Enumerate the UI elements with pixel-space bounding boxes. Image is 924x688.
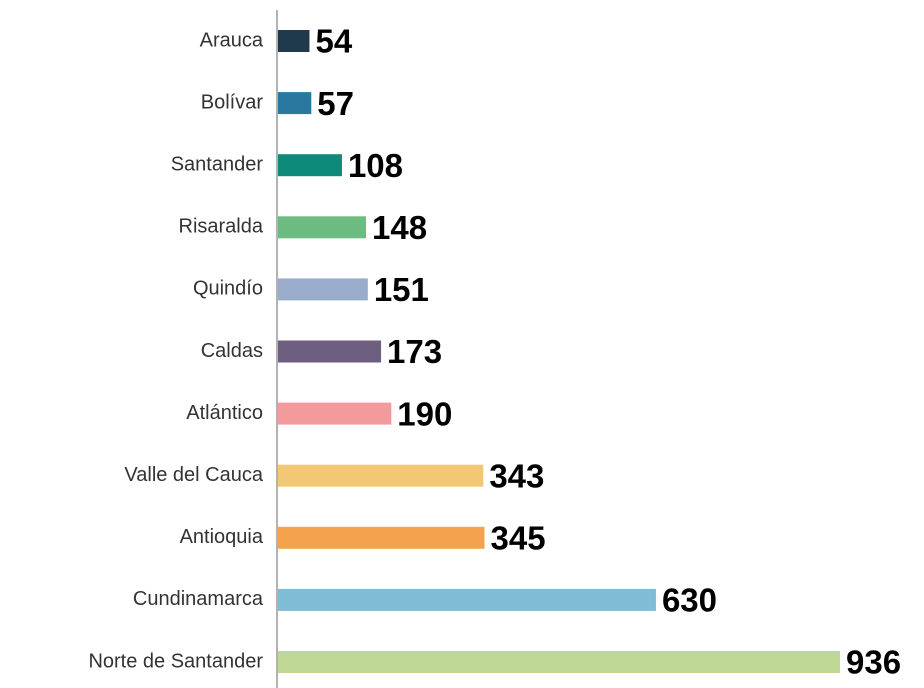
category-label: Quindío	[193, 278, 263, 300]
bar	[278, 651, 840, 673]
category-label: Valle del Cauca	[124, 464, 263, 486]
category-label: Norte de Santander	[88, 650, 263, 672]
value-label: 151	[374, 271, 429, 308]
category-label: Caldas	[201, 340, 263, 362]
bar	[278, 340, 382, 363]
bar	[278, 278, 368, 301]
value-label: 345	[491, 520, 546, 557]
value-label: 57	[317, 85, 354, 122]
value-label: 173	[387, 333, 442, 370]
category-label: Arauca	[200, 29, 264, 51]
bar	[278, 154, 342, 177]
value-label: 343	[489, 457, 544, 494]
value-label: 148	[372, 209, 427, 246]
value-label: 54	[315, 23, 352, 60]
category-label: Bolívar	[201, 91, 264, 113]
value-label: 936	[846, 644, 901, 681]
bar	[278, 30, 310, 52]
value-label: 630	[662, 582, 717, 619]
bar	[278, 402, 392, 425]
category-label: Santander	[171, 153, 264, 175]
value-label: 108	[348, 147, 403, 184]
bar	[278, 526, 485, 549]
bar	[278, 92, 312, 115]
category-label: Atlántico	[186, 402, 263, 424]
bar	[278, 216, 367, 239]
bar	[278, 464, 484, 487]
category-label: Risaralda	[179, 216, 264, 238]
value-label: 190	[397, 395, 452, 432]
bar	[278, 588, 656, 611]
category-label: Antioquia	[180, 526, 264, 548]
category-label: Cundinamarca	[133, 588, 264, 610]
